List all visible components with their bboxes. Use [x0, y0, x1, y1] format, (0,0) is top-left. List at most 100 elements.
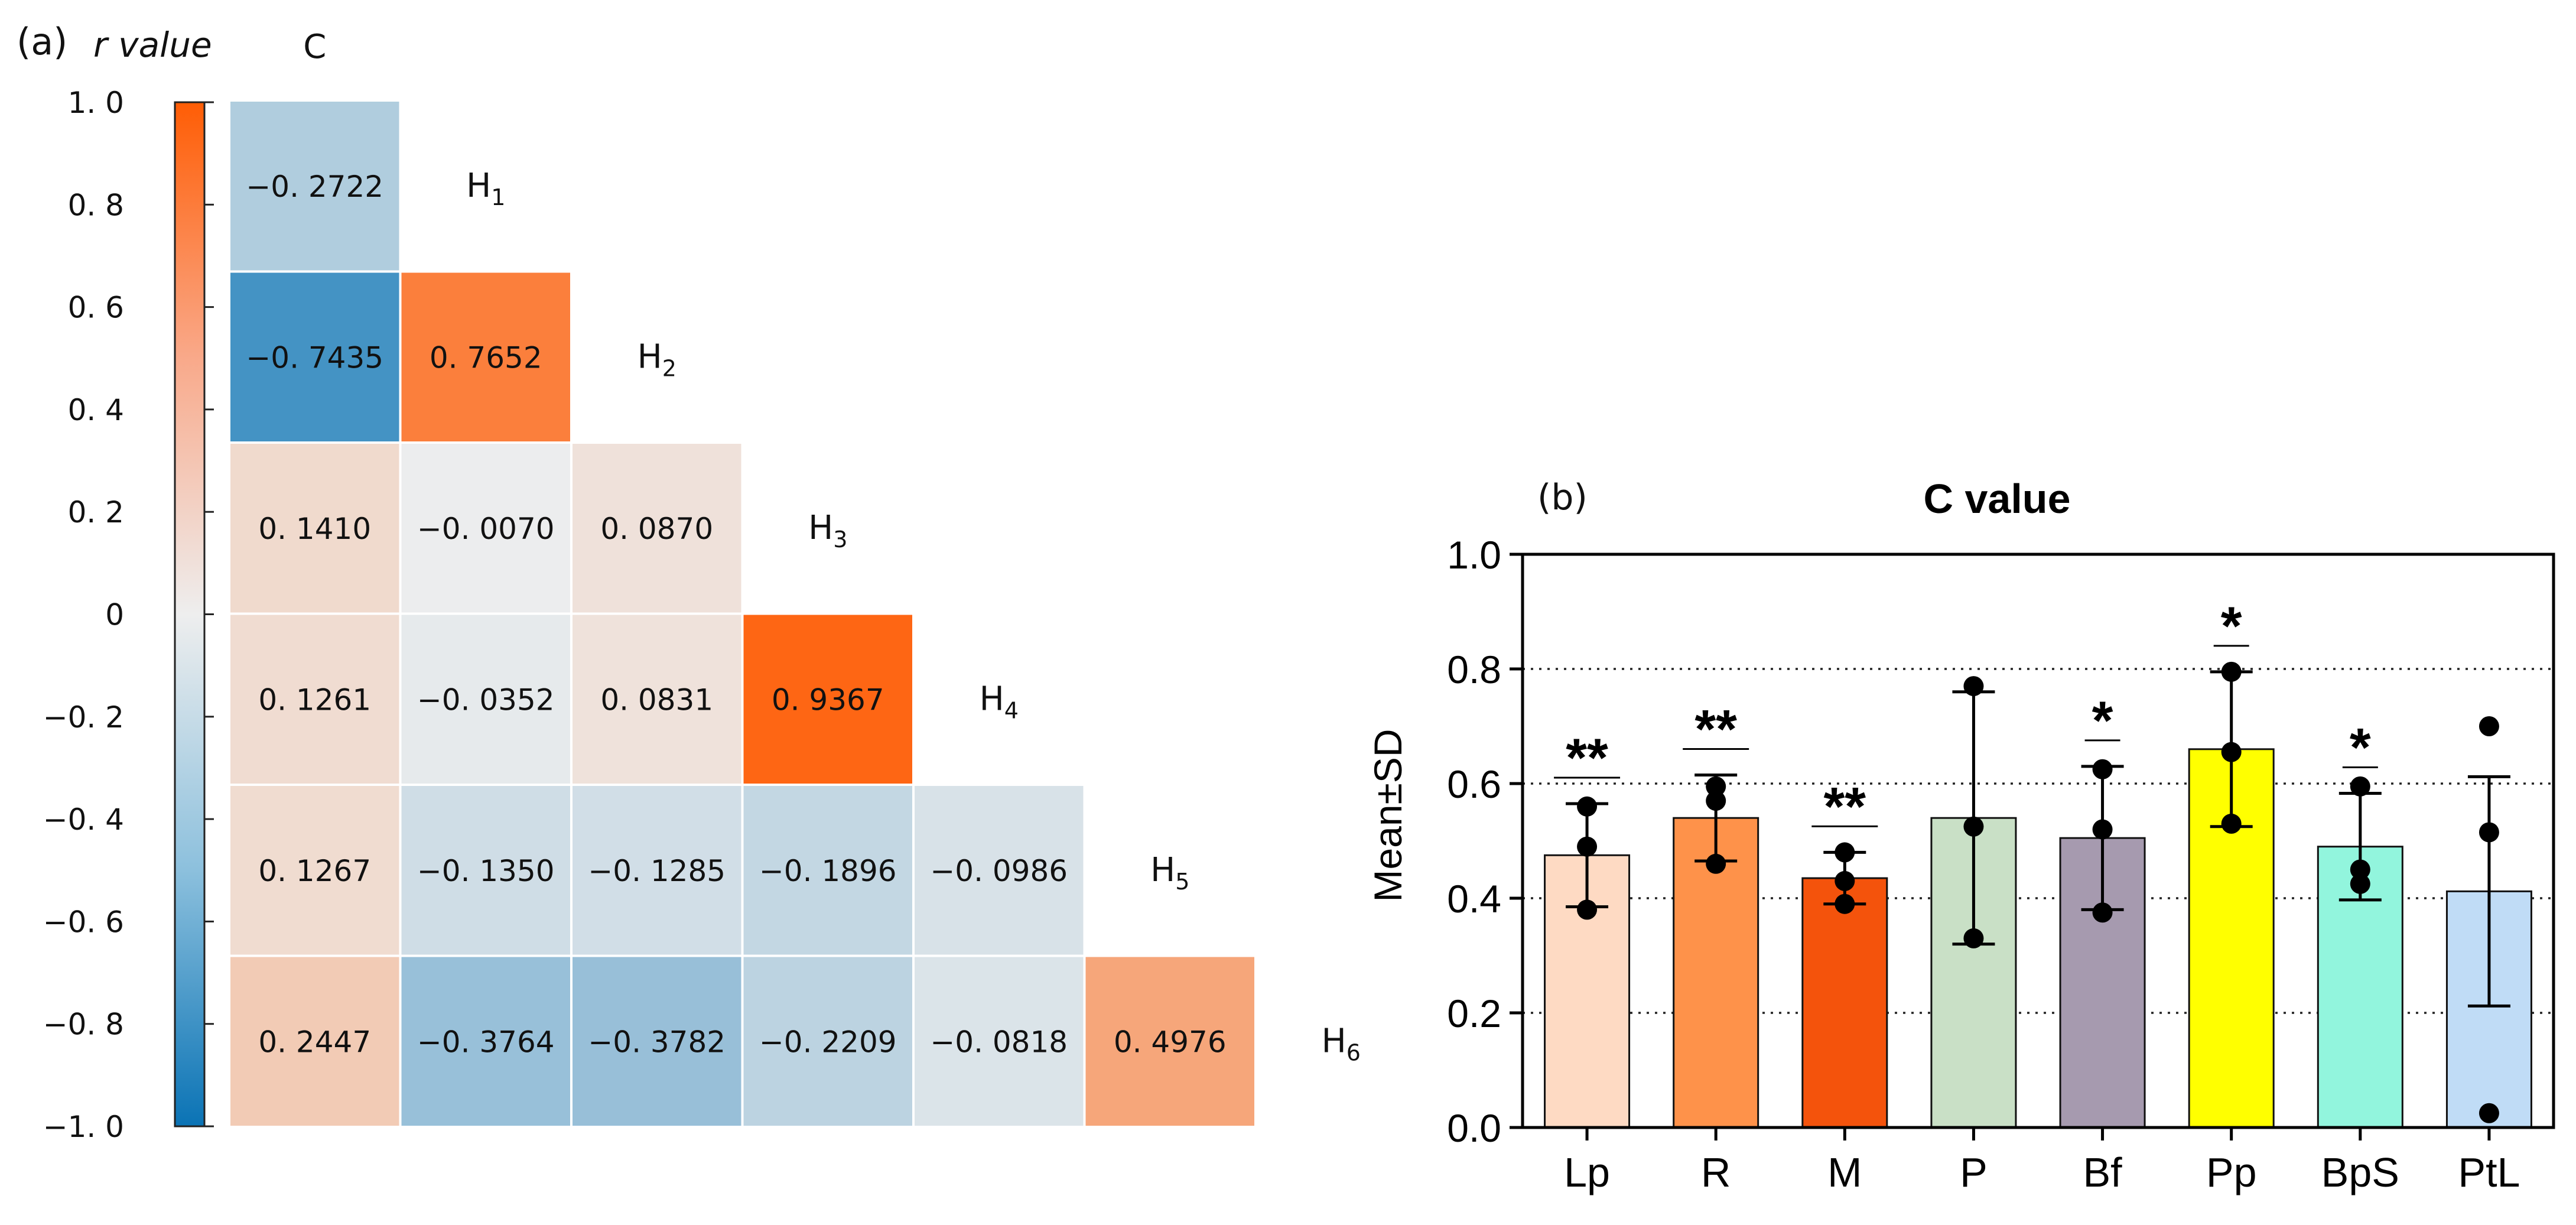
heatmap-cell-value: 0. 7652	[430, 340, 542, 375]
colorbar-tick-label: 0. 4	[68, 393, 124, 427]
variable-label: H2	[638, 337, 676, 381]
significance-marker: **	[1694, 699, 1737, 759]
colorbar-tick-label: −0. 4	[43, 802, 124, 837]
heatmap-cell-value: −0. 0352	[417, 683, 555, 717]
data-point	[1577, 796, 1598, 817]
significance-marker: **	[1566, 728, 1608, 788]
bar-chart-panel: (b) C value Mean±SD 0.0 0.2 0.4 0.6 0.8 1.0 *…	[1366, 476, 2555, 1195]
heatmap-cell	[912, 954, 1086, 1128]
heatmap-cell-value: −0. 0818	[930, 1025, 1068, 1059]
y-axis-label: Mean±SD	[1366, 729, 1410, 902]
heatmap-cell-value: 0. 9367	[772, 683, 884, 717]
colorbar-tick-label: 0. 2	[68, 495, 124, 529]
data-point	[2221, 813, 2242, 834]
variable-subscript: 5	[1175, 869, 1189, 895]
heatmap-cell-value: 0. 2447	[258, 1025, 371, 1059]
heatmap-cell-value: 0. 0831	[600, 683, 713, 717]
heatmap-cell-value: 0. 1267	[258, 854, 371, 888]
data-point	[1963, 928, 1984, 948]
heatmap-cell	[228, 954, 402, 1128]
data-point	[1835, 870, 1855, 891]
panel-a-label: (a)	[17, 20, 67, 63]
heatmap-cell-value: −0. 1350	[417, 854, 555, 888]
heatmap-cell	[228, 270, 402, 444]
heatmap-cell	[570, 954, 744, 1128]
x-tick-label: Lp	[1564, 1149, 1610, 1195]
significance-marker: *	[2221, 596, 2242, 657]
variable-label: H3	[808, 509, 847, 553]
variable-subscript: 6	[1346, 1039, 1361, 1065]
colorbar-tick-label: 1. 0	[68, 86, 124, 120]
x-tick-label: BpS	[2321, 1149, 2399, 1195]
data-point	[1706, 776, 1726, 797]
heatmap-cell	[399, 612, 573, 786]
variable-subscript: 3	[833, 527, 847, 553]
heatmap-cell	[228, 784, 402, 957]
variable-label: C	[303, 28, 326, 66]
data-point	[2350, 859, 2370, 880]
heatmap-cell	[741, 612, 915, 786]
plot-frame	[1521, 553, 2555, 1129]
y-tick-label: 0.8	[1447, 648, 1501, 691]
data-point	[2479, 716, 2499, 736]
variable-label: H4	[980, 680, 1019, 723]
data-point	[2092, 819, 2113, 840]
panel-b-label: (b)	[1537, 477, 1588, 518]
variable-label: H1	[466, 167, 505, 210]
x-tick-label: R	[1701, 1149, 1731, 1195]
significance-marker: *	[2350, 717, 2371, 778]
bar-chart-title: C value	[1924, 476, 2071, 522]
colorbar-tick-label: −1. 0	[43, 1110, 124, 1144]
colorbar-ticks: 1. 0 0. 8 0. 6 0. 4 0. 2 0 −0. 2 −0. 4 −0. 6 −0. …	[43, 86, 214, 1144]
y-tick-label: 0.6	[1447, 762, 1501, 806]
correlation-heatmap-panel: (a) r value 1. 0 0. 8 0. 6 0. 4 0. 2 0 −0. 2 −0…	[17, 20, 1361, 1144]
heatmap-cell	[399, 954, 573, 1128]
heatmap-cell-value: −0. 7435	[246, 340, 383, 375]
heatmap-cell-value: 0. 1261	[258, 683, 371, 717]
data-point	[1835, 842, 1855, 863]
data-point	[2092, 759, 2113, 779]
heatmap-cell	[570, 784, 744, 957]
x-tick-label: Bf	[2083, 1149, 2122, 1195]
colorbar	[174, 101, 206, 1127]
heatmap-cell	[570, 612, 744, 786]
x-tick-label: P	[1960, 1149, 1988, 1195]
colorbar-tick-label: −0. 8	[43, 1008, 124, 1042]
colorbar-title: r value	[93, 25, 212, 65]
heatmap-cell	[741, 954, 915, 1128]
data-point	[1577, 836, 1598, 857]
bar	[1801, 877, 1888, 1129]
data-point	[1963, 816, 1984, 837]
variable-subscript: 4	[1004, 697, 1019, 723]
data-point	[1706, 791, 1726, 811]
variable-subscript: 1	[491, 184, 505, 210]
variable-label: H6	[1322, 1022, 1361, 1065]
data-point	[2479, 1103, 2499, 1123]
significance-marker: **	[1824, 776, 1866, 837]
colorbar-tick-label: 0. 8	[68, 188, 124, 222]
heatmap-cell-value: −0. 0070	[417, 512, 555, 546]
colorbar-tick-label: 0	[105, 598, 124, 632]
heatmap-cell	[228, 441, 402, 615]
data-point	[2221, 742, 2242, 762]
x-tick-label: PtL	[2458, 1149, 2520, 1195]
y-tick-label: 0.0	[1447, 1106, 1501, 1150]
heatmap-cell	[228, 612, 402, 786]
data-point	[2092, 902, 2113, 923]
x-tick-label: Pp	[2206, 1149, 2257, 1195]
x-tick-label: M	[1827, 1149, 1862, 1195]
y-tick-label: 0.2	[1447, 992, 1501, 1035]
data-point	[1963, 676, 1984, 697]
heatmap-variable-labels: C H1 H2 H3 H4 H5 H6	[303, 28, 1361, 1065]
heatmap-cell-value: −0. 3764	[417, 1025, 555, 1059]
heatmap-cell	[399, 270, 573, 444]
variable-label: H5	[1150, 851, 1189, 895]
heatmap-cell-value: −0. 0986	[930, 854, 1068, 888]
heatmap-cell-value: 0. 1410	[258, 512, 371, 546]
colorbar-tick-label: −0. 2	[43, 700, 124, 735]
heatmap-cell-value: −0. 1896	[759, 854, 897, 888]
y-axis-ticks: 0.0 0.2 0.4 0.6 0.8 1.0	[1447, 533, 1523, 1150]
data-point	[1835, 893, 1855, 914]
data-point	[1577, 899, 1598, 920]
